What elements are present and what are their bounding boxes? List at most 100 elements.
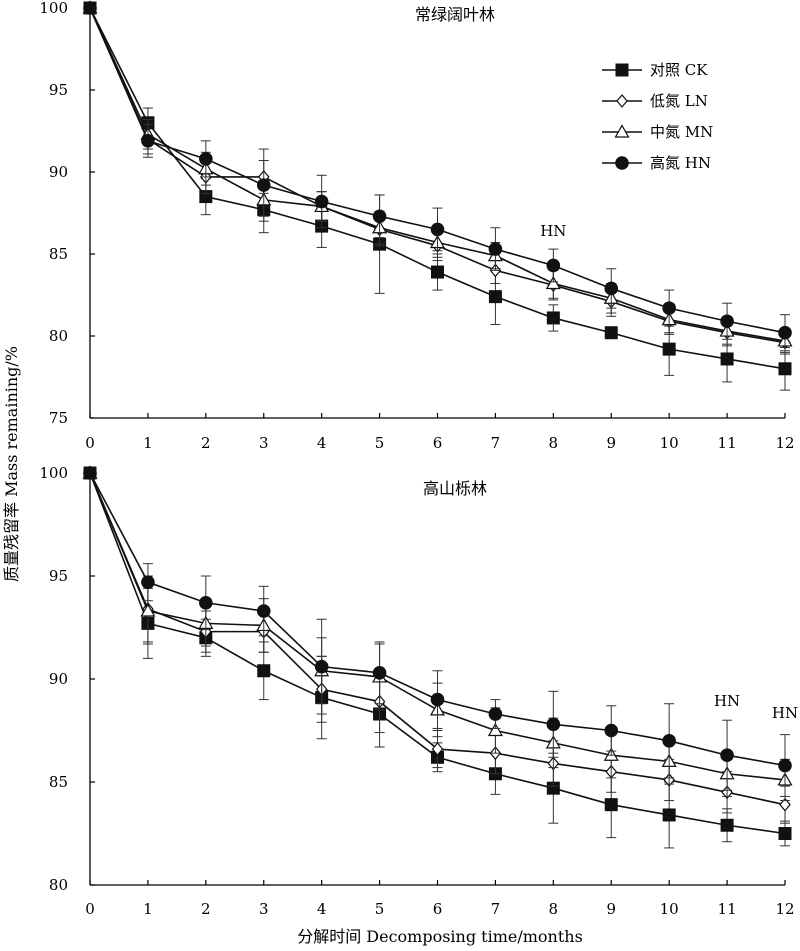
y-tick-label: 85 [49, 245, 68, 263]
x-tick-label: 10 [660, 900, 679, 918]
x-axis-label: 分解时间 Decomposing time/months [297, 927, 583, 946]
legend-label: 中氮 MN [650, 123, 713, 141]
data-point [256, 178, 271, 192]
data-point [545, 275, 561, 290]
x-tick-label: 11 [718, 900, 737, 918]
x-tick-label: 8 [549, 434, 559, 452]
data-point [778, 827, 792, 840]
y-tick-label: 95 [49, 81, 68, 99]
x-tick-label: 4 [317, 434, 327, 452]
x-tick-label: 3 [259, 900, 269, 918]
y-tick-label: 100 [39, 464, 68, 482]
significance-label: HN [772, 704, 798, 722]
data-point [662, 301, 676, 315]
data-point [662, 808, 676, 822]
data-point [778, 758, 792, 773]
data-point [546, 311, 560, 325]
data-point [372, 209, 387, 224]
legend-label: 对照 CK [650, 61, 708, 79]
x-tick-label: 4 [317, 900, 327, 918]
x-tick-label: 7 [491, 434, 501, 452]
x-tick-label: 6 [433, 434, 443, 452]
y-tick-label: 80 [49, 327, 68, 345]
significance-label: HN [714, 692, 740, 710]
x-tick-label: 7 [491, 900, 501, 918]
y-tick-label: 95 [49, 567, 68, 585]
legend-marker [616, 94, 628, 108]
series-line [89, 472, 786, 835]
y-tick-label: 90 [49, 163, 68, 181]
x-tick-label: 0 [85, 900, 95, 918]
y-tick-label: 85 [49, 773, 68, 791]
data-point [257, 664, 271, 678]
data-point [141, 575, 155, 589]
data-point [662, 342, 676, 356]
x-tick-label: 12 [775, 900, 794, 918]
data-point [546, 258, 561, 273]
x-tick-label: 1 [143, 900, 153, 918]
legend: 对照 CK 低氮 LN 中氮 MN 高氮 HN [602, 61, 713, 172]
data-point [431, 742, 444, 756]
x-tick-label: 12 [775, 434, 794, 452]
data-point [140, 603, 156, 617]
data-point [431, 265, 444, 279]
data-point [488, 290, 502, 304]
x-tick-label: 11 [718, 434, 737, 452]
data-point [779, 797, 791, 812]
series-line [89, 7, 786, 344]
data-point [604, 326, 618, 340]
x-tick-label: 10 [660, 434, 679, 452]
data-point [720, 818, 734, 832]
y-tick-label: 100 [39, 0, 68, 17]
legend-marker [614, 124, 630, 138]
y-axis-label: 质量残留率 Mass remaining/% [2, 346, 21, 582]
data-point [141, 134, 155, 148]
x-tick-label: 2 [201, 900, 211, 918]
series-square [83, 466, 792, 849]
series-circle [83, 1, 792, 352]
x-tick-label: 8 [549, 900, 559, 918]
x-tick-label: 0 [85, 434, 95, 452]
data-point [546, 717, 561, 732]
data-point [488, 707, 503, 721]
data-point [604, 798, 618, 812]
data-point [314, 659, 329, 674]
data-point [662, 734, 676, 748]
panel-title: 高山栎林 [423, 479, 487, 498]
series-line [89, 7, 786, 342]
y-tick-label: 90 [49, 670, 68, 688]
legend-marker [615, 63, 629, 77]
data-point [778, 325, 792, 340]
y-tick-label: 75 [49, 409, 68, 427]
data-point [487, 722, 503, 737]
x-tick-label: 1 [143, 434, 153, 452]
data-point [430, 692, 445, 707]
x-tick-label: 5 [375, 900, 385, 918]
legend-label: 高氮 HN [650, 154, 711, 172]
data-point [199, 595, 213, 610]
data-point [372, 666, 387, 680]
data-point [83, 466, 97, 480]
x-tick-label: 9 [606, 900, 616, 918]
y-tick-label: 80 [49, 876, 68, 894]
legend-marker [615, 156, 629, 170]
series-circle [83, 466, 792, 797]
data-point [604, 723, 619, 738]
panel-title: 常绿阔叶林 [415, 5, 495, 24]
significance-label: HN [540, 222, 566, 240]
data-point [778, 362, 792, 376]
data-point [604, 281, 619, 296]
data-point [256, 604, 271, 618]
data-point [720, 352, 734, 366]
data-point [430, 222, 445, 237]
data-point [314, 194, 329, 209]
x-tick-label: 6 [433, 900, 443, 918]
x-tick-label: 3 [259, 434, 269, 452]
legend-label: 低氮 LN [650, 92, 708, 110]
data-point [83, 1, 97, 15]
data-point [488, 242, 503, 256]
data-point [720, 314, 734, 329]
